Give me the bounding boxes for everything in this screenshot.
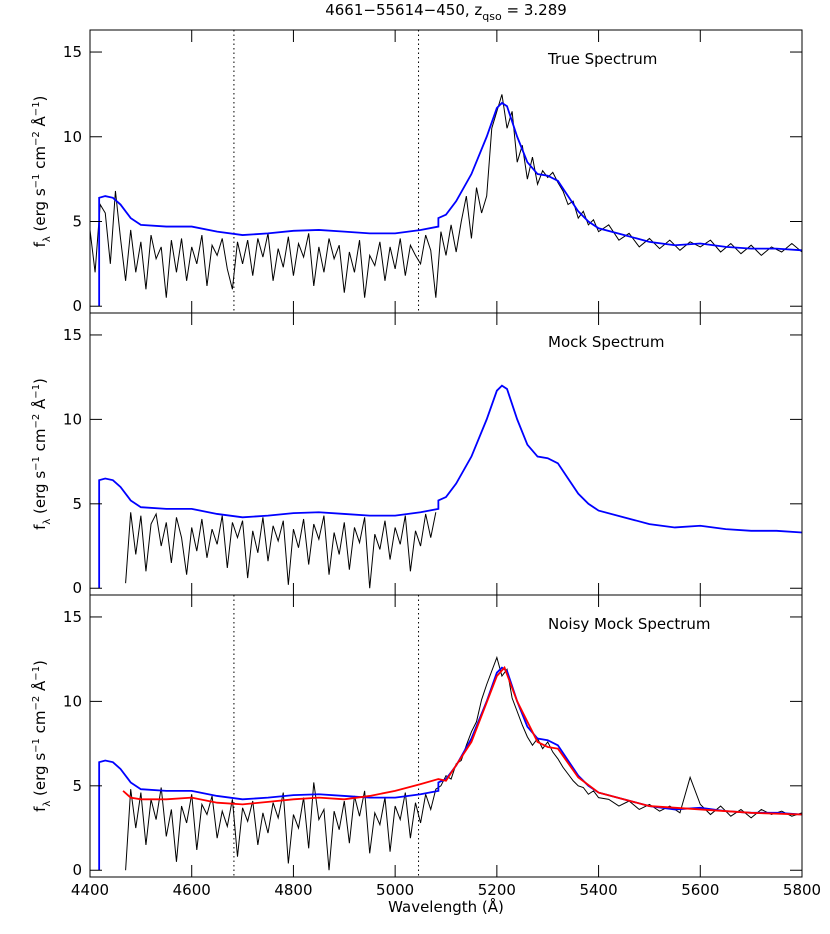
y-label-part: −2 — [31, 131, 42, 146]
y-tick-label: 5 — [72, 212, 82, 230]
title-subscript: qso — [482, 10, 502, 23]
y-label-part: (erg s — [31, 188, 49, 236]
y-label-part: cm — [31, 710, 49, 738]
x-tick-label: 5000 — [376, 881, 414, 899]
spectrum-line — [98, 666, 802, 871]
x-tick-label: 4400 — [71, 881, 109, 899]
y-label-part: Å — [30, 680, 49, 696]
y-tick-label: 5 — [72, 777, 82, 795]
panel-label: True Spectrum — [547, 50, 657, 68]
y-label-part: (erg s — [31, 471, 49, 519]
title-part: 4661−55614−450, z — [325, 1, 482, 19]
y-label-part: cm — [31, 428, 49, 456]
y-tick-label: 10 — [63, 692, 82, 710]
x-tick-label: 4800 — [274, 881, 312, 899]
plot-frame — [89, 312, 803, 596]
y-label-part: −1 — [31, 101, 42, 116]
x-tick-label: 4600 — [173, 881, 211, 899]
plot-frame — [89, 594, 803, 878]
x-tick-label: 5800 — [783, 881, 821, 899]
y-label-part: λ — [42, 801, 53, 807]
y-tick-label: 0 — [72, 297, 82, 315]
panel-label: Noisy Mock Spectrum — [548, 615, 711, 633]
y-label-part: ) — [31, 96, 49, 102]
x-tick-label: 5400 — [579, 881, 617, 899]
y-axis-label: fλ (erg s−1 cm−2 Å−1) — [30, 660, 53, 812]
y-label-part: ) — [31, 378, 49, 384]
x-tick-label: 5600 — [681, 881, 719, 899]
spectrum-line — [90, 94, 802, 298]
y-label-part: Å — [30, 398, 49, 414]
y-label-part: ) — [31, 660, 49, 666]
y-tick-label: 10 — [63, 410, 82, 428]
panel-label: Mock Spectrum — [548, 333, 665, 351]
y-label-part: −2 — [31, 414, 42, 429]
y-axis-label: fλ (erg s−1 cm−2 Å−1) — [30, 96, 53, 248]
y-tick-label: 0 — [72, 861, 82, 879]
y-label-part: λ — [42, 236, 53, 242]
y-tick-label: 15 — [63, 326, 82, 344]
spectrum-line — [125, 512, 437, 589]
y-axis-label: fλ (erg s−1 cm−2 Å−1) — [30, 378, 53, 530]
title-part: = 3.289 — [502, 1, 567, 19]
y-tick-label: 0 — [72, 579, 82, 597]
y-label-part: Å — [30, 115, 49, 131]
y-tick-label: 15 — [63, 43, 82, 61]
y-tick-label: 10 — [63, 128, 82, 146]
y-label-part: −1 — [31, 174, 42, 189]
spectrum-line — [125, 655, 802, 871]
y-label-part: −1 — [31, 738, 42, 753]
y-label-part: f — [31, 241, 49, 247]
y-label-part: −1 — [31, 456, 42, 471]
x-axis-label: Wavelength (Å) — [388, 897, 504, 916]
figure-title: 4661−55614−450, zqso = 3.289 — [325, 1, 567, 23]
y-label-part: λ — [42, 519, 53, 525]
spectrum-line — [98, 101, 802, 307]
y-label-part: −2 — [31, 696, 42, 711]
y-label-part: −1 — [31, 666, 42, 681]
spectrum-line — [122, 665, 802, 816]
plot-frame — [89, 29, 803, 314]
x-tick-label: 5200 — [478, 881, 516, 899]
y-label-part: f — [31, 806, 49, 812]
y-label-part: f — [31, 524, 49, 530]
y-tick-label: 15 — [63, 608, 82, 626]
spectrum-line — [98, 384, 802, 589]
y-label-part: cm — [31, 146, 49, 174]
y-label-part: (erg s — [31, 753, 49, 801]
y-tick-label: 5 — [72, 495, 82, 513]
panel: 0 5 10 15 4400 4600 4800 5000 5200 5400 5600 5800 Wa… — [30, 594, 821, 916]
y-label-part: −1 — [31, 384, 42, 399]
